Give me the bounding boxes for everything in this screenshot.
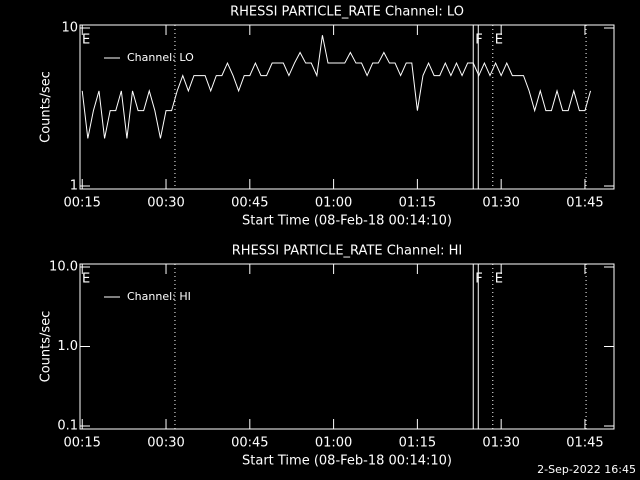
y-tick-label: 10 [61,21,78,36]
x-tick-label: 01:30 [482,436,519,451]
event-label: E [82,272,90,287]
event-label: E [82,33,90,48]
x-tick-label: 01:45 [566,196,603,211]
y-axis-label: Counts/sec [39,311,54,383]
x-tick-label: 00:15 [63,436,100,451]
chart-title: RHESSI PARTICLE_RATE Channel: LO [230,5,464,20]
y-axis-label: Counts/sec [39,71,54,143]
event-label: E [495,33,503,48]
event-label: E [495,272,503,287]
x-tick-label: 00:30 [147,196,184,211]
x-tick-label: 01:30 [482,196,519,211]
event-label: F [475,33,482,48]
y-tick-label: 0.1 [57,419,78,434]
x-axis-label: Start Time (08-Feb-18 00:14:10) [242,214,452,229]
data-line [81,35,592,139]
footer: 2-Sep-2022 16:45 [537,463,636,476]
legend-label: Channel: HI [127,290,191,303]
x-tick-label: 00:30 [147,436,184,451]
x-axis-label: Start Time (08-Feb-18 00:14:10) [242,454,452,469]
legend-label: Channel: LO [127,51,194,64]
x-tick-label: 01:15 [399,436,436,451]
plot-frame [79,24,615,190]
chart-title: RHESSI PARTICLE_RATE Channel: HI [232,244,462,259]
plot-frame [79,263,615,430]
x-tick-label: 00:15 [63,196,100,211]
x-tick-label: 00:45 [231,196,268,211]
x-tick-label: 01:00 [315,436,352,451]
x-tick-label: 01:15 [399,196,436,211]
y-tick-label: 10.0 [49,260,78,275]
event-label: F [475,272,482,287]
x-tick-label: 00:45 [231,436,268,451]
y-tick-label: 1 [70,179,78,194]
x-tick-label: 01:45 [566,436,603,451]
x-tick-label: 01:00 [315,196,352,211]
y-tick-label: 1.0 [57,339,78,354]
